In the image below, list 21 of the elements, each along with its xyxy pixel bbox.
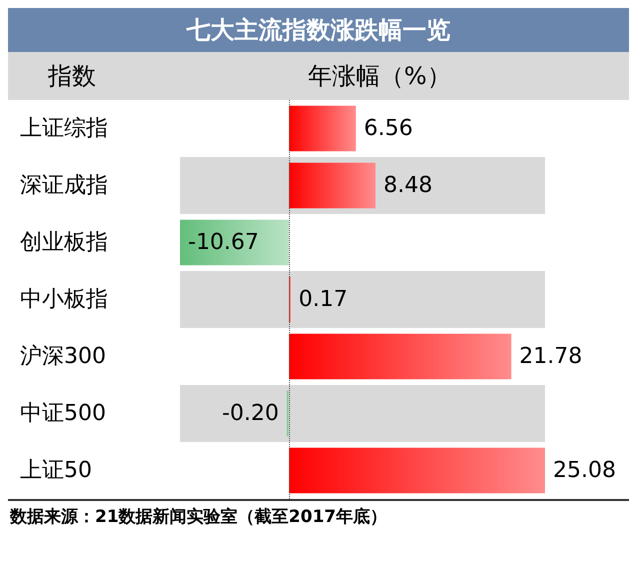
data-label: 25.08 (553, 458, 616, 483)
y-tick-label: 深证成指 (20, 173, 108, 198)
source-note: 数据来源：21数据新闻实验室（截至2017年底） (8, 499, 629, 532)
data-label: 8.48 (384, 173, 432, 198)
data-label: -10.67 (188, 230, 259, 255)
y-tick-label: 中证500 (20, 401, 106, 426)
data-label: 6.56 (364, 116, 413, 141)
y-tick-label: 上证50 (20, 458, 92, 483)
bar (180, 220, 289, 266)
y-tick-label: 创业板指 (20, 230, 108, 255)
data-label: -0.20 (222, 401, 279, 426)
y-tick-label: 沪深300 (20, 344, 106, 369)
y-axis-title: 指数 (47, 61, 97, 92)
bar (288, 162, 376, 208)
x-axis-title: 年涨幅（%） (307, 61, 451, 92)
chart-title: 七大主流指数涨跌幅一览 (8, 8, 629, 52)
data-label: 0.17 (298, 287, 348, 312)
bar (288, 106, 356, 152)
y-tick-label: 中小板指 (20, 287, 108, 312)
data-label: 21.78 (519, 344, 582, 369)
y-tick-label: 上证综指 (20, 116, 108, 141)
